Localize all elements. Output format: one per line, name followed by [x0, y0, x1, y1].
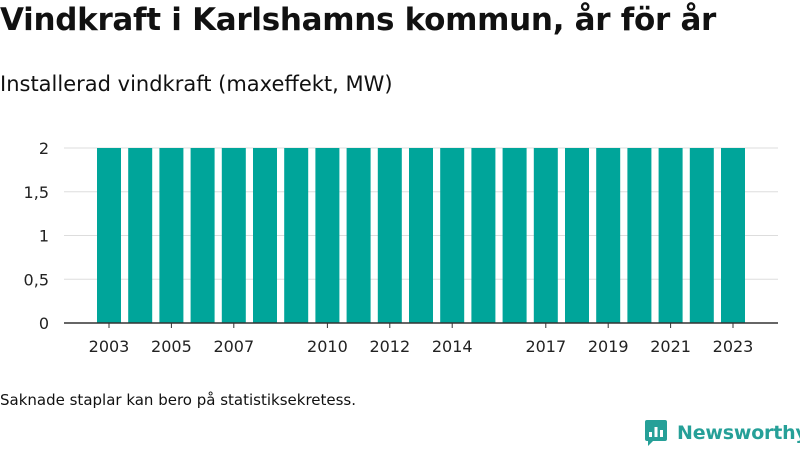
bar-2013 [409, 148, 433, 323]
x-tick-label: 2003 [89, 337, 130, 356]
x-tick-label: 2005 [151, 337, 192, 356]
y-tick-label: 1 [39, 227, 49, 246]
newsworthy-logo-icon [645, 420, 667, 446]
bar-2003 [97, 148, 121, 323]
x-tick-label: 2017 [525, 337, 566, 356]
y-tick-label: 1,5 [24, 183, 49, 202]
bar-2023 [721, 148, 745, 323]
bar-2022 [689, 148, 714, 323]
x-tick-label: 2021 [650, 337, 691, 356]
bar-2011 [346, 148, 371, 323]
bar-2006 [190, 148, 215, 323]
x-tick-label: 2010 [307, 337, 348, 356]
bar-2010 [315, 148, 340, 323]
y-tick-label: 0,5 [24, 270, 49, 289]
bar-2015 [471, 148, 496, 323]
footnote: Saknade staplar kan bero på statistiksek… [0, 391, 357, 409]
x-tick-label: 2007 [213, 337, 254, 356]
chart-subtitle: Installerad vindkraft (maxeffekt, MW) [0, 72, 393, 96]
bar-2009 [284, 148, 309, 323]
bar-2014 [440, 148, 465, 323]
bar-2004 [128, 148, 153, 323]
y-axis-labels: 0 0,5 1 1,5 2 [24, 139, 49, 333]
bar-2020 [627, 148, 652, 323]
bar-2017 [533, 148, 558, 323]
chart-title: Vindkraft i Karlshamns kommun, år för år [0, 2, 717, 38]
bar-2005 [159, 148, 184, 323]
y-tick-label: 0 [39, 314, 49, 333]
bar-2018 [565, 148, 589, 323]
y-tick-label: 2 [39, 139, 49, 158]
x-tick-label: 2012 [369, 337, 410, 356]
bars [97, 148, 745, 323]
bar-2021 [658, 148, 683, 323]
newsworthy-logo: Newsworthy [644, 419, 800, 447]
bar-2008 [253, 148, 277, 323]
bar-2016 [502, 148, 527, 323]
x-tick-label: 2019 [588, 337, 629, 356]
x-tick-label: 2023 [713, 337, 754, 356]
brand-name: Newsworthy [677, 422, 800, 444]
bar-2019 [596, 148, 621, 323]
bar-2007 [221, 148, 246, 323]
bar-2012 [377, 148, 402, 323]
x-axis: 2003 2005 2007 2010 2012 2014 2017 2019 2021 2023 [64, 322, 778, 356]
x-tick-label: 2014 [432, 337, 473, 356]
